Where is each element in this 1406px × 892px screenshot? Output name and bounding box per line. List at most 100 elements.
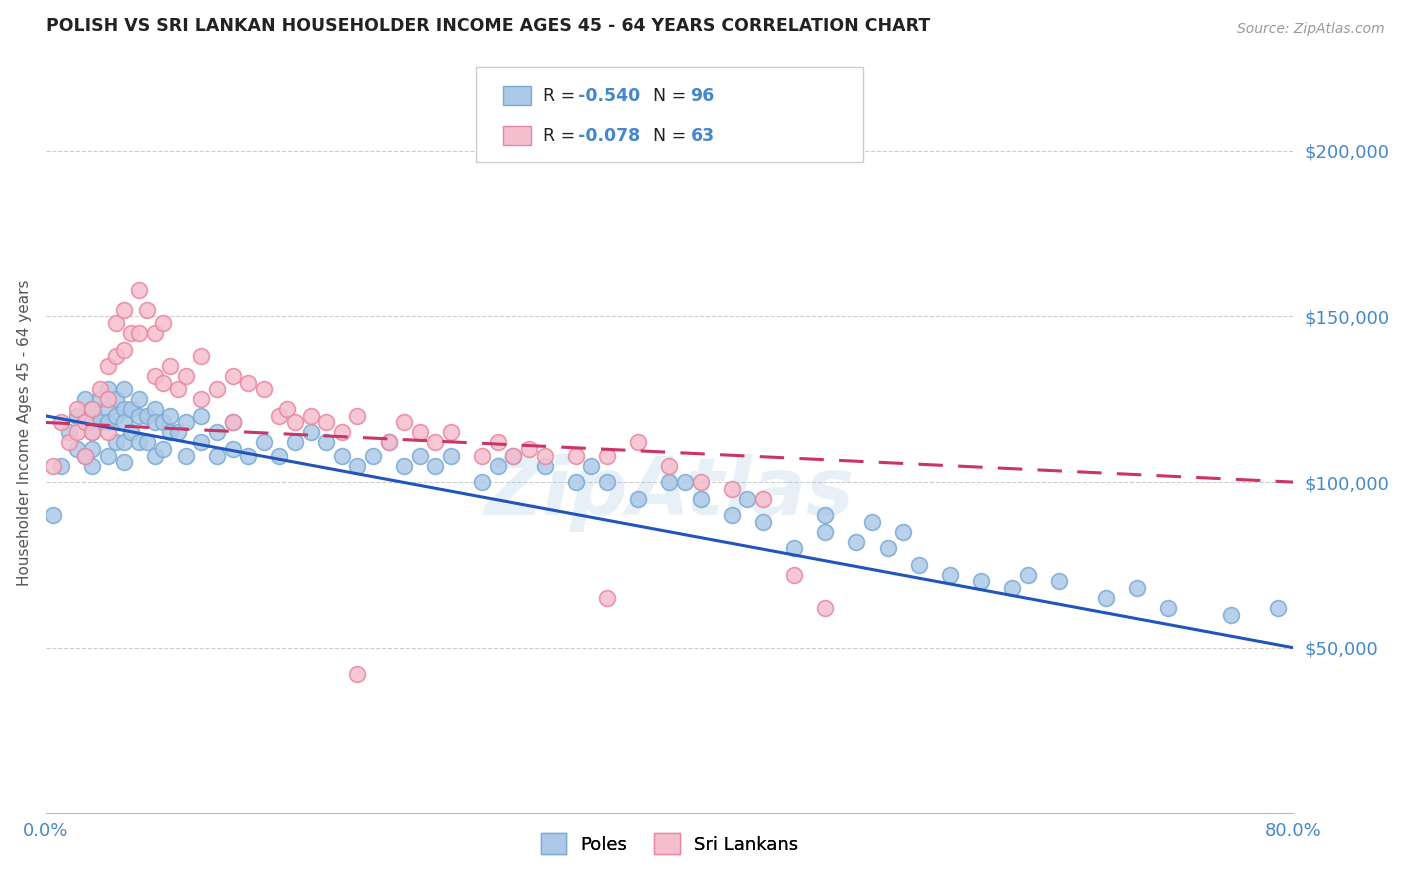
Y-axis label: Householder Income Ages 45 - 64 years: Householder Income Ages 45 - 64 years — [17, 279, 32, 586]
Point — [190, 349, 212, 363]
Point — [814, 508, 837, 523]
Point — [891, 524, 914, 539]
Point — [66, 425, 89, 440]
Point — [120, 425, 142, 440]
Point — [152, 376, 174, 390]
Point — [104, 409, 127, 423]
Point — [346, 667, 368, 681]
Point — [66, 409, 89, 423]
Point — [565, 449, 588, 463]
Text: N =: N = — [654, 128, 692, 145]
Point — [814, 524, 837, 539]
Point — [221, 416, 243, 430]
Point — [346, 409, 368, 423]
Point — [112, 416, 135, 430]
Point — [315, 435, 337, 450]
Point — [205, 449, 228, 463]
Point — [73, 416, 96, 430]
Point — [221, 442, 243, 456]
Point — [720, 482, 742, 496]
Point — [502, 449, 524, 463]
Point — [73, 392, 96, 407]
Point — [486, 435, 509, 450]
Point — [152, 442, 174, 456]
Point — [58, 435, 80, 450]
Point — [299, 425, 322, 440]
Point — [42, 508, 65, 523]
Point — [190, 392, 212, 407]
Point — [783, 541, 806, 556]
Point — [42, 458, 65, 473]
Point — [783, 567, 806, 582]
Point — [392, 416, 415, 430]
Point — [752, 491, 775, 506]
Point — [82, 442, 104, 456]
Point — [143, 416, 166, 430]
Point — [1047, 574, 1070, 589]
Point — [658, 458, 681, 473]
Point — [908, 558, 931, 572]
Point — [238, 376, 260, 390]
Point — [533, 458, 555, 473]
Point — [939, 567, 962, 582]
Point — [82, 402, 104, 417]
Point — [112, 302, 135, 317]
Point — [377, 435, 399, 450]
Point — [128, 283, 150, 297]
Point — [152, 316, 174, 330]
Point — [238, 449, 260, 463]
Point — [1219, 607, 1241, 622]
Point — [143, 326, 166, 340]
Point — [66, 442, 89, 456]
Text: 63: 63 — [690, 128, 714, 145]
Point — [128, 409, 150, 423]
Point — [104, 349, 127, 363]
Point — [112, 343, 135, 357]
Point — [565, 475, 588, 489]
Point — [486, 458, 509, 473]
Point — [89, 382, 111, 396]
Point — [253, 382, 276, 396]
Text: -0.078: -0.078 — [578, 128, 641, 145]
Point — [128, 435, 150, 450]
Point — [627, 435, 650, 450]
Point — [159, 359, 181, 373]
Point — [190, 409, 212, 423]
Text: N =: N = — [654, 87, 692, 105]
Point — [221, 416, 243, 430]
Point — [1001, 581, 1024, 595]
Point — [377, 435, 399, 450]
Point — [1267, 601, 1289, 615]
Point — [845, 534, 868, 549]
FancyBboxPatch shape — [503, 87, 531, 104]
Point — [689, 475, 711, 489]
Point — [82, 425, 104, 440]
Point — [143, 449, 166, 463]
Text: Source: ZipAtlas.com: Source: ZipAtlas.com — [1237, 22, 1385, 37]
Point — [97, 359, 120, 373]
FancyBboxPatch shape — [477, 67, 863, 162]
Point — [284, 416, 307, 430]
Point — [581, 458, 603, 473]
Point — [112, 402, 135, 417]
Point — [720, 508, 742, 523]
Text: -0.540: -0.540 — [578, 87, 641, 105]
Point — [409, 425, 432, 440]
Point — [190, 435, 212, 450]
Point — [315, 416, 337, 430]
Point — [533, 449, 555, 463]
Text: 96: 96 — [690, 87, 714, 105]
Point — [159, 425, 181, 440]
Point — [97, 402, 120, 417]
Point — [596, 449, 619, 463]
Point — [143, 369, 166, 384]
Point — [66, 402, 89, 417]
Point — [120, 326, 142, 340]
Point — [73, 416, 96, 430]
Point — [361, 449, 384, 463]
Text: R =: R = — [543, 128, 581, 145]
Text: R =: R = — [543, 87, 581, 105]
Point — [425, 435, 447, 450]
Point — [253, 435, 276, 450]
Text: POLISH VS SRI LANKAN HOUSEHOLDER INCOME AGES 45 - 64 YEARS CORRELATION CHART: POLISH VS SRI LANKAN HOUSEHOLDER INCOME … — [45, 17, 929, 35]
